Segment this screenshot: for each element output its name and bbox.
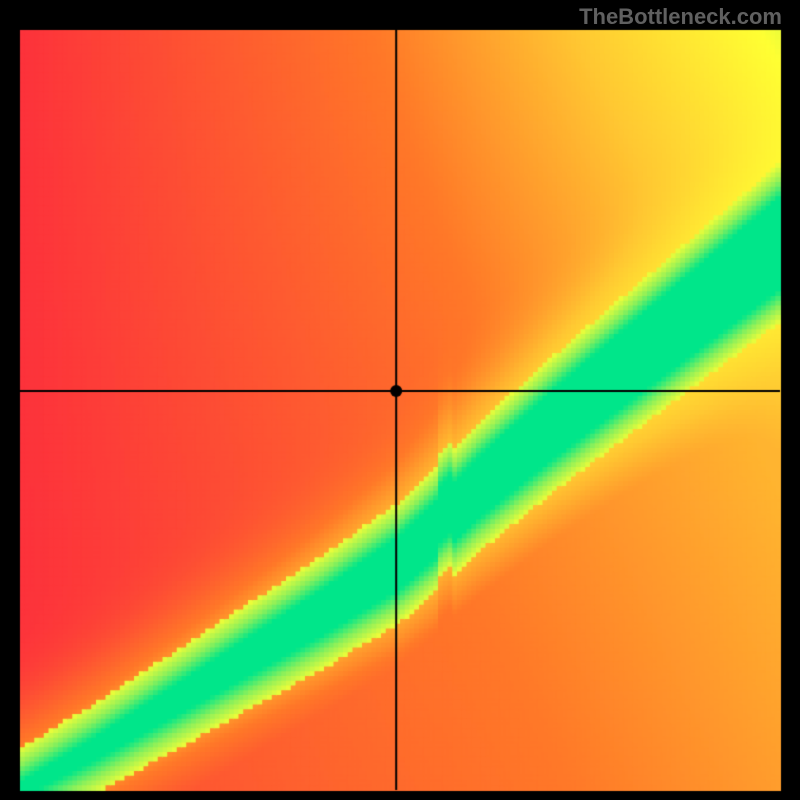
chart-container: TheBottleneck.com [0,0,800,800]
heatmap-canvas [0,0,800,800]
watermark-text: TheBottleneck.com [579,4,782,30]
